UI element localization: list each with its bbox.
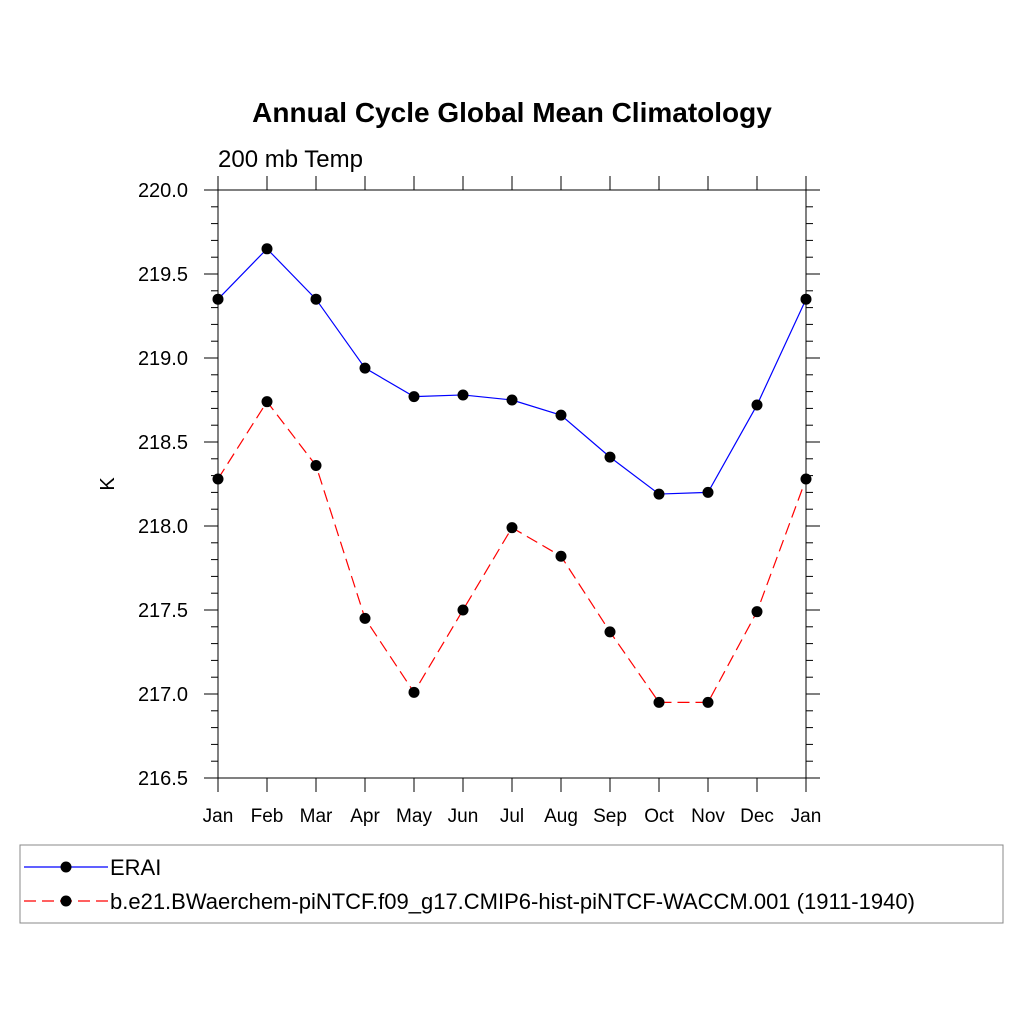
series-1-point [457,389,469,401]
plot-frame [217,189,807,779]
chart-title: Annual Cycle Global Mean Climatology [252,97,772,128]
series-1-point [408,391,420,403]
series-line-2 [217,400,807,704]
series-2-point [506,522,518,534]
legend-box [19,844,1004,924]
series-1-point [310,293,322,305]
x-tick-label: Dec [740,806,774,827]
series-2-point [408,686,420,698]
series-2-point [604,626,616,638]
series-1-point [604,451,616,463]
series-1-point [702,486,714,498]
x-axis: Jan Feb Mar Apr May Jun Jul Aug Sep Oct Nov Dec Jan [203,176,822,827]
x-tick-label: Sep [593,806,627,827]
x-tick-label: Jan [791,806,822,827]
y-tick-label: 216.5 [138,768,188,790]
series-1-point [212,293,224,305]
series-2-point [261,396,273,408]
series-2-point [212,473,224,485]
series-2-point [751,606,763,618]
series-2-point [457,604,469,616]
y-tick-label: 219.5 [138,264,188,286]
series-1-point [506,394,518,406]
series-1-point [359,362,371,374]
x-tick-label: Nov [691,806,725,827]
x-tick-label: Oct [644,806,674,827]
series-2-point [555,550,567,562]
x-tick-label: Aug [544,806,578,827]
series-1-point [800,293,812,305]
x-tick-label: Jan [203,806,234,827]
x-tick-label: Feb [251,806,284,827]
series-2-point [310,460,322,472]
x-tick-label: Mar [300,806,333,827]
chart-subtitle: 200 mb Temp [218,146,363,173]
series-2-point [359,612,371,624]
series-1-point [653,488,665,500]
y-axis: 216.5 217.0 217.5 218.0 218.5 219.0 219.5 220.0 [138,180,820,790]
series-2-point [800,473,812,485]
y-tick-label: 218.0 [138,516,188,538]
y-tick-label: 220.0 [138,180,188,202]
x-tick-label: Apr [350,806,380,827]
y-tick-label: 218.5 [138,432,188,454]
legend-label-2: b.e21.BWaerchem-piNTCF.f09_g17.CMIP6-his… [110,889,915,914]
legend-marker-2 [60,895,72,907]
x-tick-label: May [396,806,432,827]
series-1-point [261,243,273,255]
series-1-point [555,409,567,421]
series-2-point [653,696,665,708]
y-axis-label: K [97,477,119,491]
y-tick-label: 217.5 [138,600,188,622]
y-tick-label: 219.0 [138,348,188,370]
series-2-point [702,696,714,708]
x-tick-label: Jun [448,806,479,827]
series-layer [212,243,812,708]
legend-marker-1 [60,861,72,873]
x-tick-label: Jul [500,806,524,827]
series-1-point [751,399,763,411]
series-line-1 [217,247,807,495]
legend-label-1: ERAI [110,855,161,880]
y-tick-label: 217.0 [138,684,188,706]
legend: ERAI b.e21.BWaerchem-piNTCF.f09_g17.CMIP6… [24,855,915,914]
